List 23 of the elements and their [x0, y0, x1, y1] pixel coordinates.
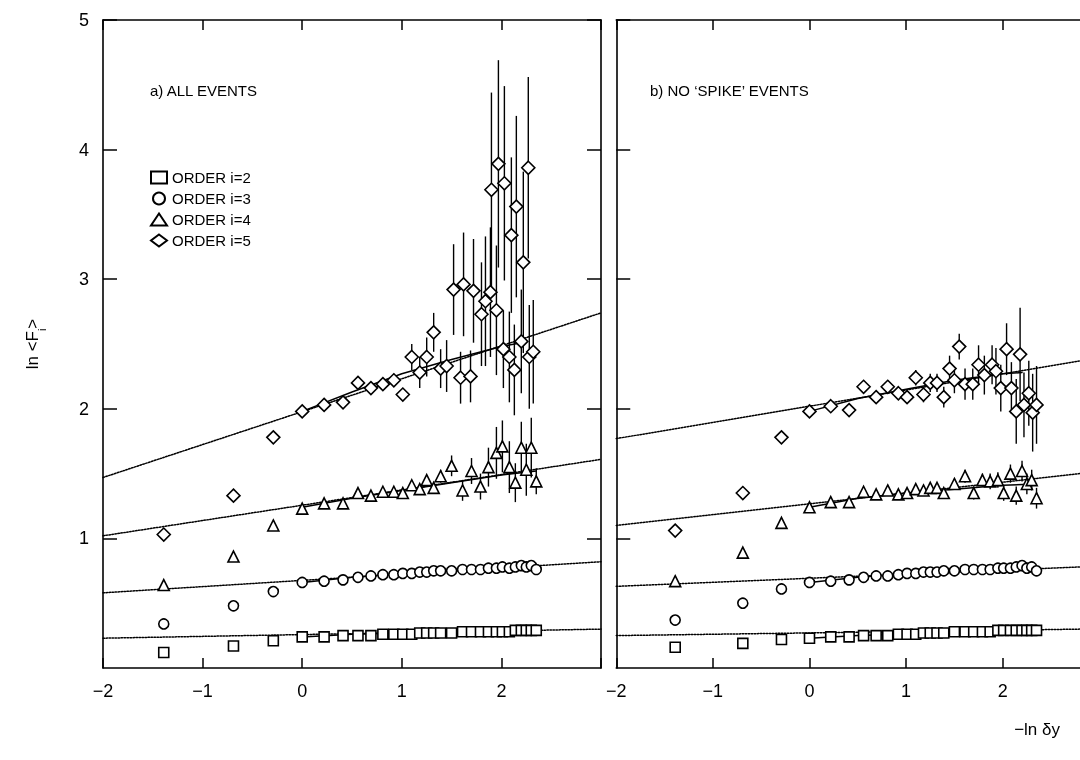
legend-label: ORDER i=4 — [172, 211, 251, 228]
y-tick-label: 2 — [78, 398, 89, 419]
text: a) ALL EVENTS — [150, 82, 257, 99]
y-tick-label: 1 — [78, 528, 89, 549]
x-tick-label: 0 — [804, 681, 815, 701]
x-axis-title: −ln δy — [1014, 720, 1061, 739]
y-tick-label: 3 — [78, 269, 89, 290]
y-tick-label: 4 — [78, 139, 89, 160]
x-tick-label: 2 — [997, 681, 1008, 701]
legend-label: ORDER i=2 — [172, 169, 251, 186]
y-tick-label: 5 — [78, 10, 89, 30]
x-tick-label: 2 — [496, 681, 507, 701]
legend-label: ORDER i=5 — [172, 232, 251, 249]
y-axis-title: ln <Fi> — [23, 318, 48, 370]
x-tick-label: −1 — [702, 681, 724, 701]
x-tick-label: −2 — [92, 681, 114, 701]
legend-label: ORDER i=3 — [172, 190, 251, 207]
text: b) NO ‘SPIKE’ EVENTS — [650, 82, 809, 99]
x-tick-label: −2 — [606, 681, 627, 701]
x-tick-label: 1 — [396, 681, 407, 701]
x-tick-label: 1 — [901, 681, 912, 701]
x-tick-label: −1 — [192, 681, 213, 701]
x-tick-label: 0 — [297, 681, 308, 701]
